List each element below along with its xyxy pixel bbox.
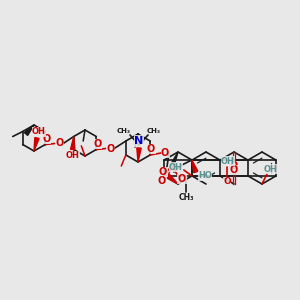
Text: HO: HO bbox=[198, 172, 212, 181]
Text: O: O bbox=[55, 139, 63, 148]
Text: OH: OH bbox=[32, 128, 46, 136]
Text: O: O bbox=[230, 165, 238, 175]
Text: O: O bbox=[93, 139, 101, 149]
Text: N: N bbox=[134, 136, 144, 146]
Polygon shape bbox=[34, 137, 39, 151]
Text: CH₃: CH₃ bbox=[178, 194, 194, 202]
Text: O: O bbox=[230, 161, 238, 171]
Text: OH: OH bbox=[221, 157, 235, 166]
Text: OH: OH bbox=[169, 163, 183, 172]
Polygon shape bbox=[24, 125, 34, 136]
Text: O: O bbox=[178, 174, 186, 184]
Text: O: O bbox=[147, 144, 155, 154]
Text: O: O bbox=[158, 176, 166, 186]
Polygon shape bbox=[167, 174, 178, 184]
Text: O: O bbox=[159, 167, 167, 177]
Polygon shape bbox=[137, 148, 141, 162]
Polygon shape bbox=[70, 136, 75, 150]
Polygon shape bbox=[170, 152, 178, 167]
Text: CH₃: CH₃ bbox=[117, 128, 131, 134]
Text: O: O bbox=[42, 134, 50, 144]
Text: O: O bbox=[106, 143, 114, 154]
Text: CH₃: CH₃ bbox=[147, 128, 161, 134]
Text: O: O bbox=[223, 178, 231, 187]
Text: OH: OH bbox=[264, 164, 278, 173]
Text: OH: OH bbox=[66, 151, 80, 160]
Polygon shape bbox=[192, 160, 198, 173]
Text: O: O bbox=[161, 148, 169, 158]
